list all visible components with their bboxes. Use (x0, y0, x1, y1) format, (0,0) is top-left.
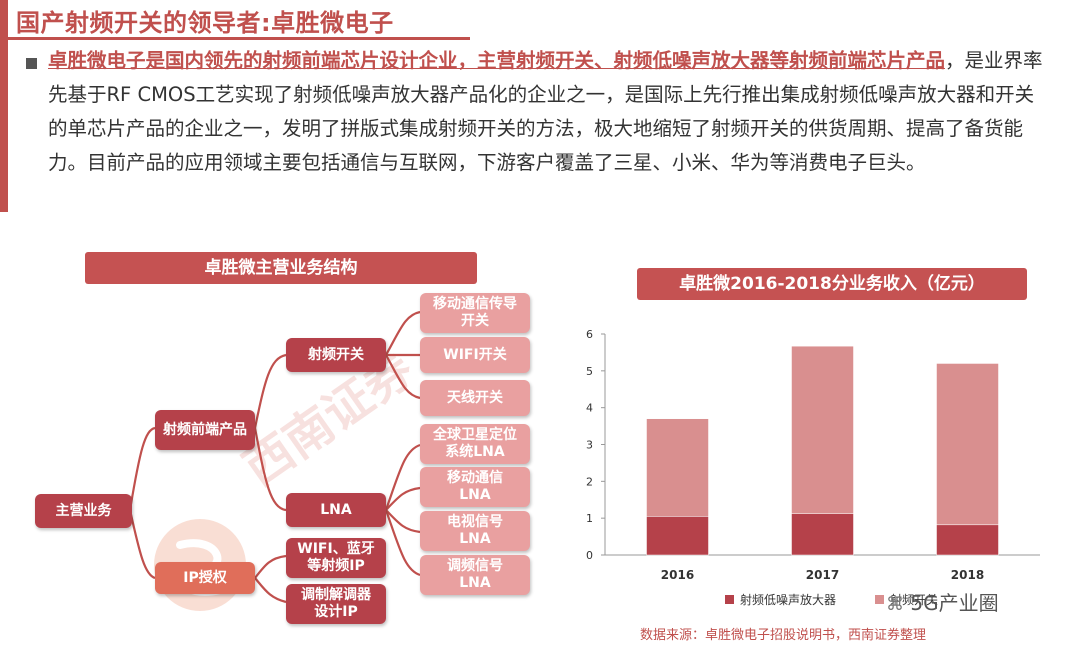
y-tick-label: 6 (586, 328, 593, 341)
legend-label-1: 射频开关 (890, 592, 938, 607)
bar-2018-series-1 (936, 363, 999, 526)
intro-rest: ，是业界率先基于RF CMOS工艺实现了射频低噪声放大器产品化的企业之一，是国际… (48, 49, 1043, 174)
node-lna: LNA (286, 493, 386, 527)
y-tick-label: 2 (586, 475, 593, 488)
node-lna-tv: 电视信号LNA (420, 511, 530, 551)
y-tick-label: 0 (586, 549, 593, 562)
y-tick-label: 3 (586, 439, 593, 452)
bullet-square-icon (26, 58, 37, 69)
wechat-label: 5G产业圈 (910, 591, 999, 615)
intro-highlight: 卓胜微电子是国内领先的射频前端芯片设计企业，主营射频开关、射频低噪声放大器等射频… (48, 49, 946, 72)
bar-2016-series-0 (646, 516, 709, 556)
node-lna-gnss: 全球卫星定位系统LNA (420, 424, 530, 464)
node-ip-modem: 调制解调器设计IP (286, 584, 386, 624)
node-ip-rf: WIFI、蓝牙等射频IP (286, 538, 386, 578)
structure-connectors (128, 310, 421, 604)
node-rf-switch: 射频开关 (286, 338, 386, 372)
title-accent (0, 0, 8, 38)
node-switch-wifi: WIFI开关 (420, 337, 530, 373)
node-ip-license: IP授权 (155, 562, 255, 594)
x-tick-label: 2018 (951, 568, 984, 582)
node-lna-fm: 调频信号LNA (420, 555, 530, 595)
intro-paragraph: 卓胜微电子是国内领先的射频前端芯片设计企业，主营射频开关、射频低噪声放大器等射频… (48, 44, 1048, 180)
node-root: 主营业务 (35, 494, 132, 528)
wechat-watermark: ⌘ 5G产业圈 (886, 587, 999, 616)
x-tick-label: 2017 (806, 568, 839, 582)
node-switch-antenna: 天线开关 (420, 380, 530, 416)
bar-2017-series-1 (791, 345, 854, 514)
legend-swatch-0 (725, 595, 734, 604)
bar-2018-series-0 (936, 524, 999, 556)
y-tick-label: 1 (586, 512, 593, 525)
y-tick-label: 5 (586, 365, 593, 378)
chart-title: 卓胜微2016-2018分业务收入（亿元） (637, 268, 1027, 300)
bar-2017-series-0 (791, 513, 854, 556)
page-title: 国产射频开关的领导者:卓胜微电子 (16, 9, 394, 37)
title-underline (0, 37, 470, 40)
node-switch-mobile: 移动通信传导开关 (420, 293, 530, 333)
y-tick-label: 4 (586, 402, 593, 415)
structure-title: 卓胜微主营业务结构 (85, 252, 477, 284)
node-lna-mobile: 移动通信LNA (420, 467, 530, 507)
left-accent-bar (0, 40, 8, 212)
bar-2016-series-1 (646, 418, 709, 517)
node-rf-frontend: 射频前端产品 (155, 410, 255, 450)
x-tick-label: 2016 (661, 568, 694, 582)
title-bar: 国产射频开关的领导者:卓胜微电子 (0, 0, 700, 38)
legend-label-0: 射频低噪声放大器 (740, 592, 836, 607)
legend-swatch-1 (875, 595, 884, 604)
source-note: 数据来源：卓胜微电子招股说明书，西南证券整理 (640, 628, 927, 643)
wechat-icon: ⌘ (886, 594, 904, 615)
revenue-chart: 0 1 2 3 4 5 6 2016 2017 2018 射频低噪声放大器 射频开关 (586, 328, 1040, 607)
